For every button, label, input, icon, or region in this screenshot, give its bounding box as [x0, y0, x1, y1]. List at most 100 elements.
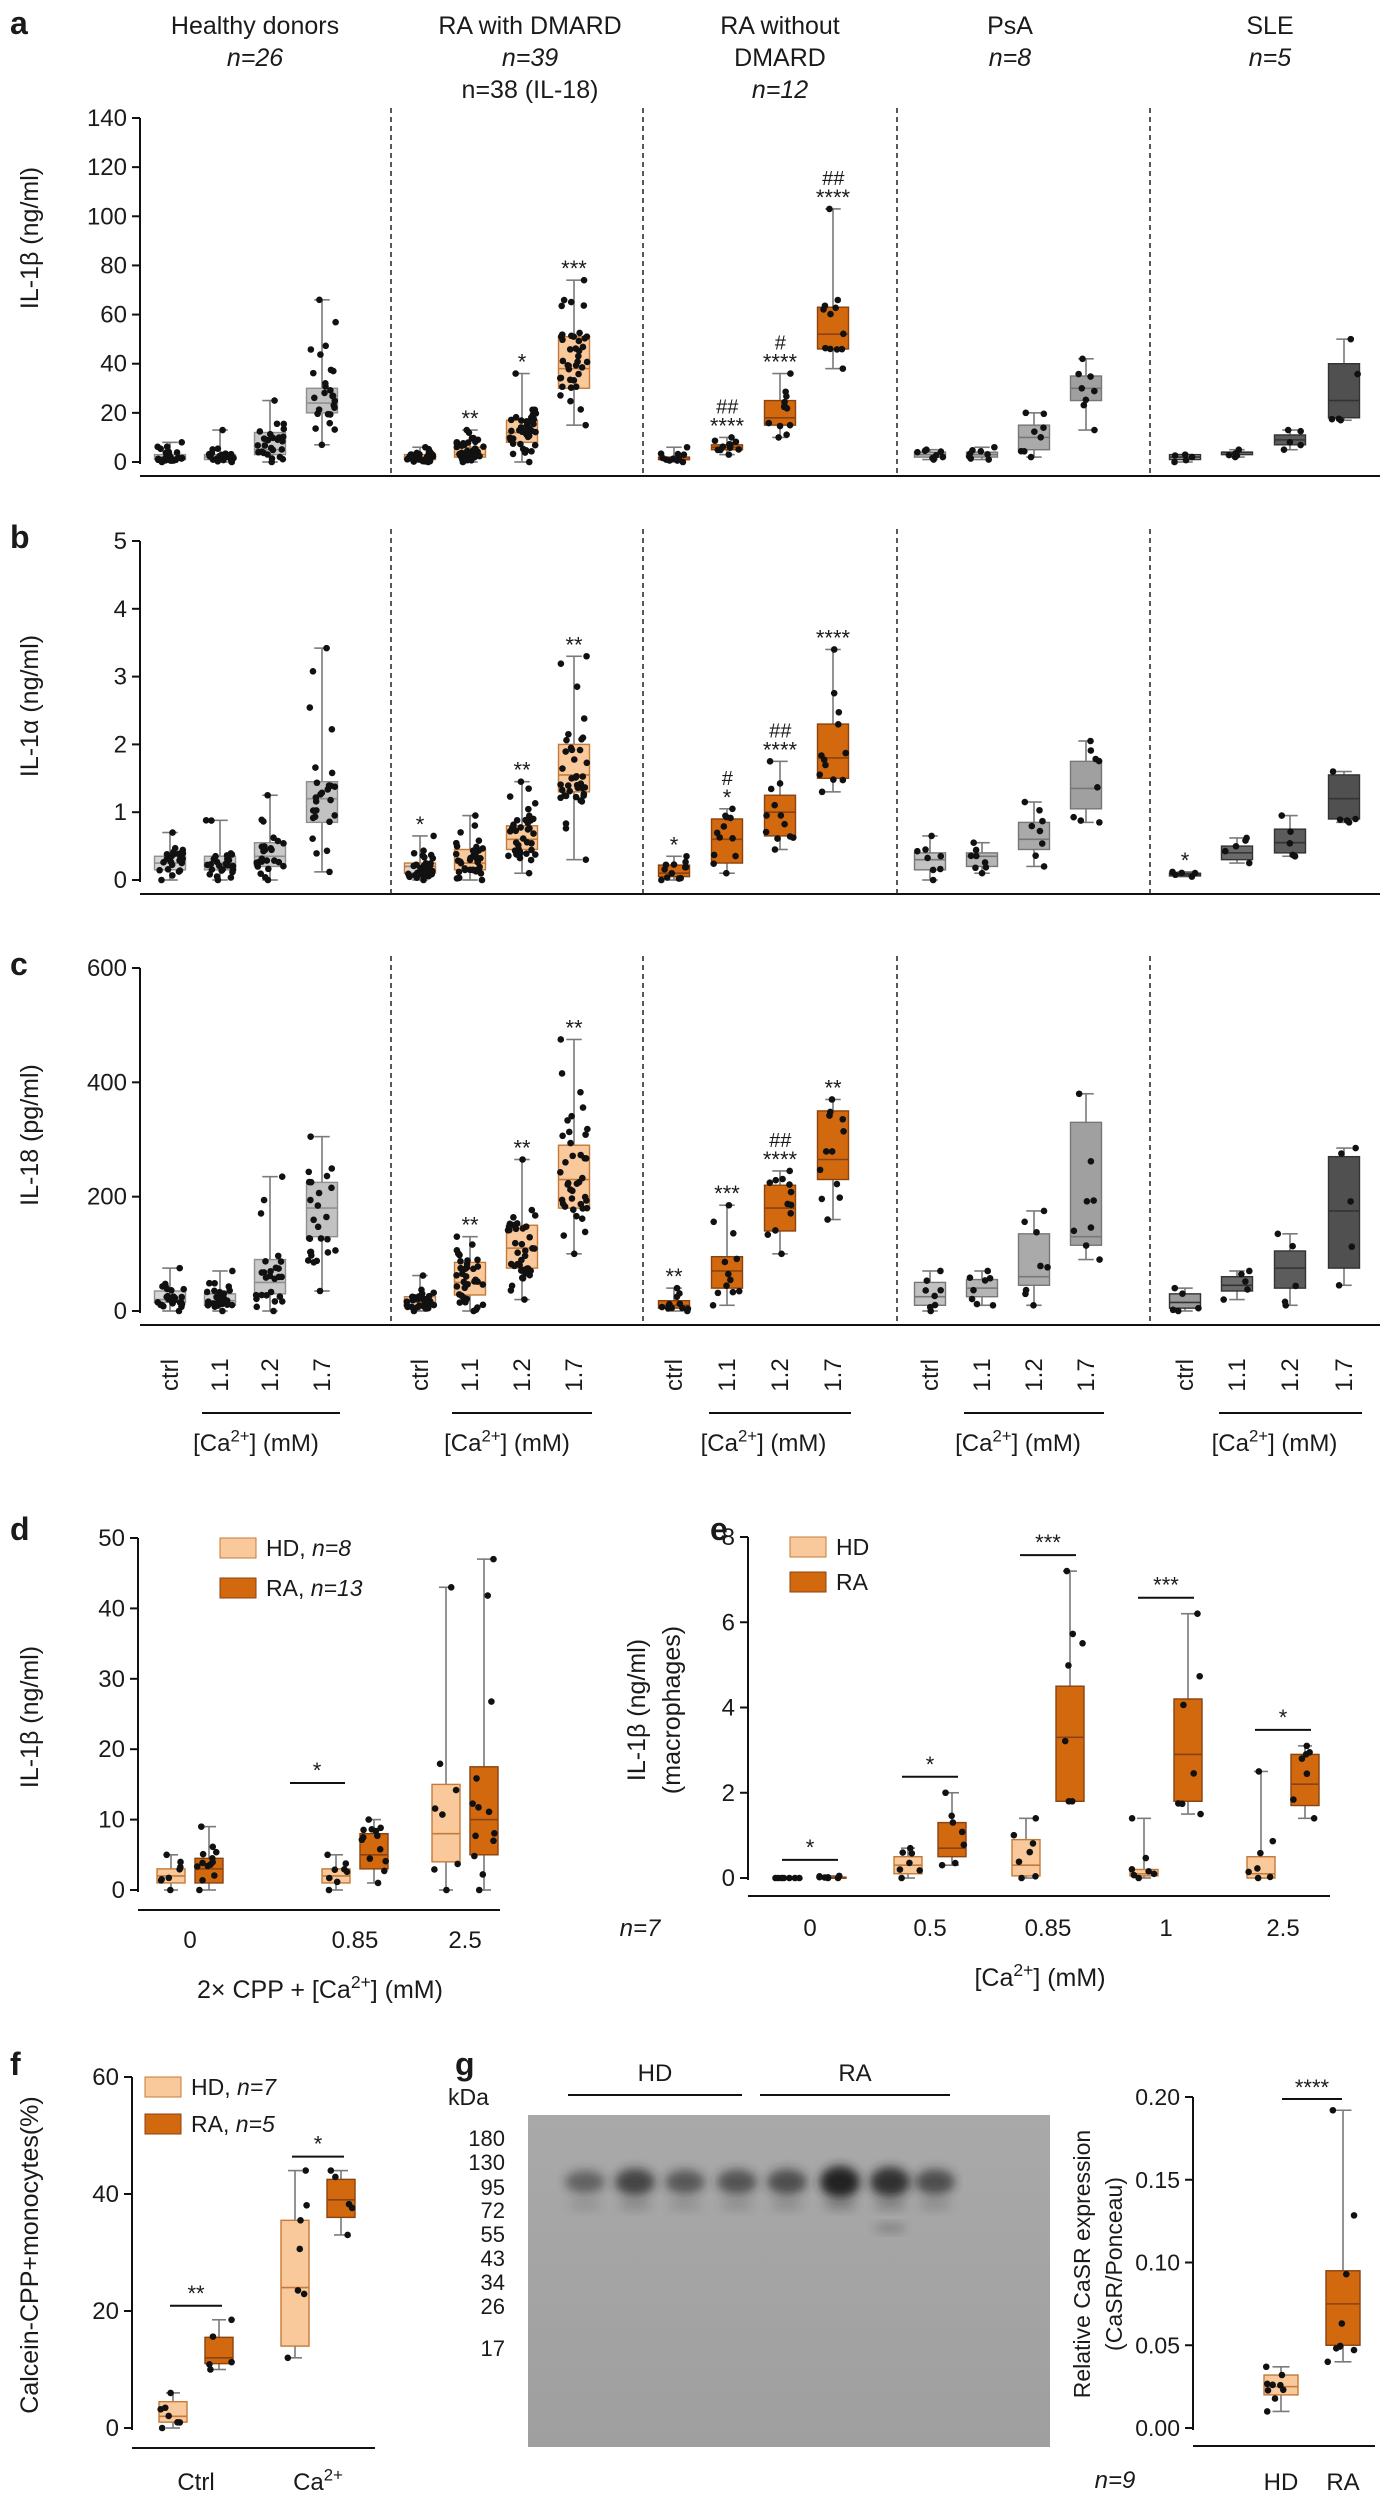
data-point	[583, 759, 591, 767]
data-point	[1032, 1815, 1040, 1822]
data-point	[306, 1235, 314, 1242]
data-point	[830, 776, 837, 783]
data-point	[1289, 1242, 1296, 1250]
data-point	[1070, 1227, 1078, 1235]
data-point	[228, 457, 235, 465]
data-point	[1091, 387, 1098, 395]
data-point	[557, 660, 565, 668]
data-point	[830, 689, 838, 697]
data-point	[580, 792, 588, 799]
group-extra: n=38 (IL-18)	[462, 76, 599, 104]
data-point	[948, 1812, 955, 1820]
data-point	[507, 416, 515, 424]
data-point	[156, 866, 163, 874]
significance-mark: *	[723, 785, 732, 810]
data-point	[523, 417, 530, 425]
x-tick-label: 2.5	[1266, 1915, 1299, 1942]
band-main	[870, 2167, 910, 2197]
data-point	[427, 851, 435, 859]
data-point	[430, 1289, 438, 1297]
data-point	[558, 786, 566, 794]
box-b-0-1	[202, 817, 237, 884]
data-point	[443, 1886, 450, 1894]
data-point	[530, 420, 537, 428]
data-point	[317, 351, 324, 358]
legend-swatch-hd	[219, 1537, 257, 1559]
box-b-2-2	[762, 758, 797, 853]
data-point	[1030, 1301, 1037, 1309]
data-point	[558, 302, 565, 310]
data-point	[1096, 819, 1103, 826]
data-point	[522, 816, 529, 824]
data-point	[324, 1851, 331, 1859]
blot-group-hd: HD	[638, 2060, 673, 2087]
data-point	[224, 453, 231, 461]
data-point	[464, 450, 472, 457]
x-tick-label: 2.5	[448, 1927, 481, 1954]
data-point	[199, 1850, 207, 1858]
hash-mark: #	[721, 768, 733, 790]
data-point	[1310, 1815, 1318, 1822]
significance-mark: ****	[763, 350, 798, 375]
box-a-3-1	[965, 443, 999, 463]
data-point	[462, 1265, 469, 1272]
box-d-HD-1	[321, 1851, 351, 1894]
data-point	[1232, 842, 1240, 850]
box-c-2-2	[763, 1167, 797, 1258]
data-point	[325, 1886, 333, 1894]
data-point	[261, 843, 268, 850]
data-point	[1180, 1701, 1187, 1709]
data-point	[229, 868, 236, 876]
data-point	[579, 1104, 587, 1111]
data-point	[784, 1200, 791, 1208]
data-point	[213, 1293, 220, 1301]
data-point	[163, 1293, 170, 1301]
group-header-4: SLE n=5	[1246, 12, 1293, 72]
data-point	[521, 449, 529, 456]
data-point	[300, 2290, 308, 2298]
group-n: n=26	[227, 44, 283, 72]
data-point	[575, 337, 583, 345]
box-a-4-2	[1273, 426, 1307, 454]
data-point	[583, 1204, 591, 1212]
data-point	[973, 1300, 981, 1308]
data-point	[570, 376, 578, 384]
data-point	[1021, 1218, 1028, 1226]
x-tick-label: 0.85	[1025, 1915, 1072, 1942]
data-point	[663, 874, 671, 881]
y-tick-label: 20	[98, 1736, 125, 1763]
data-point	[1257, 1849, 1264, 1857]
data-point	[1292, 1282, 1299, 1290]
x-tick-label: 1.7	[820, 1358, 847, 1391]
data-point	[828, 1096, 836, 1103]
data-point	[787, 1188, 795, 1196]
y-axis-label-c: IL-18 (pg/ml)	[16, 1064, 44, 1206]
data-point	[313, 850, 320, 857]
box-iqr	[1017, 1233, 1051, 1286]
box-c-2-3	[816, 1096, 850, 1223]
data-point	[1289, 851, 1297, 859]
blot-group-ra: RA	[838, 2060, 871, 2087]
data-point	[1079, 1639, 1086, 1647]
data-point	[1082, 1242, 1090, 1249]
data-point	[523, 838, 531, 846]
data-point	[326, 419, 334, 427]
data-point	[479, 1871, 487, 1878]
x-tick-label: 1	[1159, 1915, 1172, 1942]
data-point	[474, 1304, 481, 1311]
data-point	[254, 442, 262, 449]
x-axis-label: [Ca2+] (mM)	[701, 1426, 827, 1457]
data-point	[274, 436, 281, 444]
data-point	[583, 333, 591, 340]
data-point	[1061, 1737, 1069, 1745]
data-point	[257, 1210, 265, 1217]
y-axis-label-d: IL-1β (ng/ml)	[16, 1646, 44, 1788]
data-point	[1026, 1848, 1034, 1856]
data-point	[722, 812, 729, 820]
data-point	[264, 791, 271, 799]
data-point	[260, 1269, 268, 1276]
data-point	[177, 1858, 184, 1866]
data-point	[1040, 1207, 1048, 1215]
